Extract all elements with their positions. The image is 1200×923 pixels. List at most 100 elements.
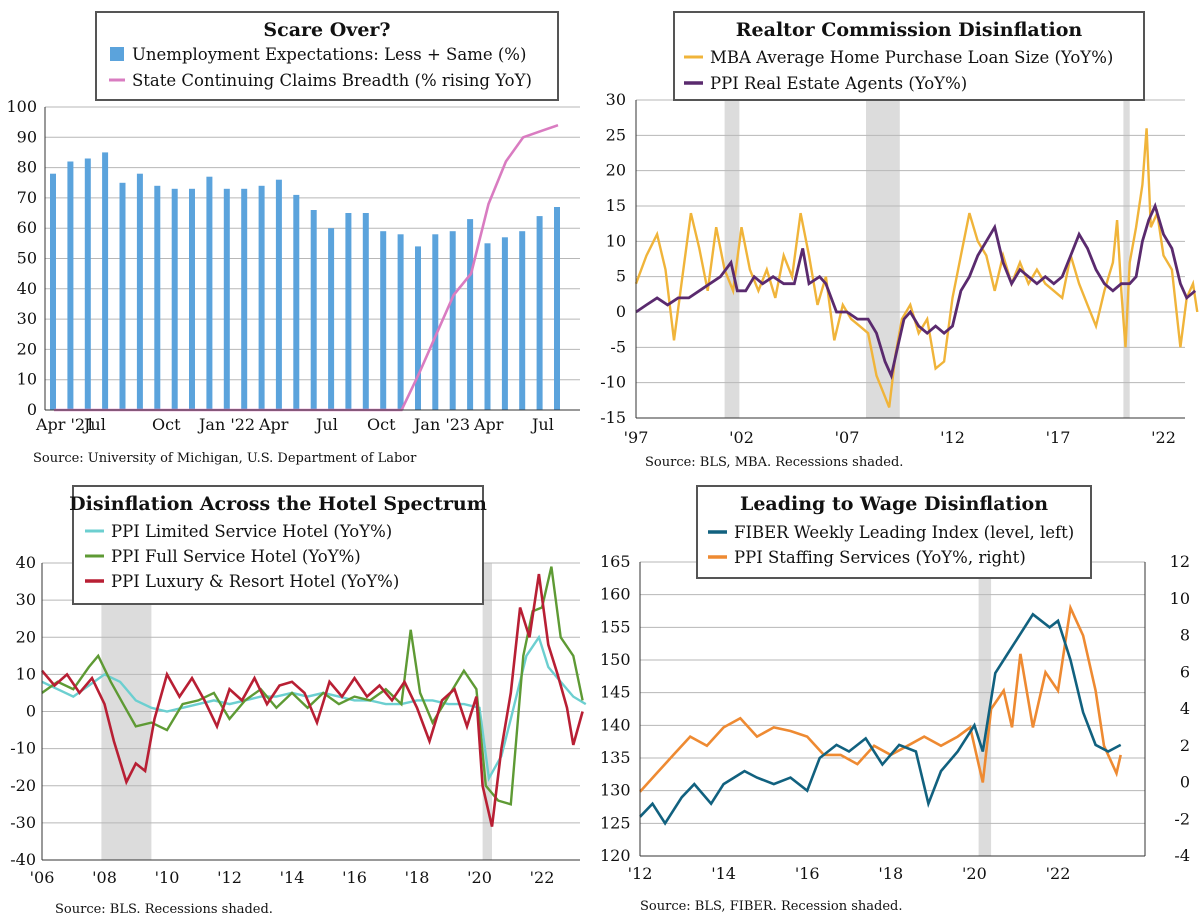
- p3-source: Source: BLS. Recessions shaded.: [55, 902, 273, 917]
- p1-x-tick-label: Jan '22: [197, 415, 255, 434]
- p1-y-tick-label: 100: [6, 97, 37, 116]
- p4-x-tick-label: '22: [1046, 864, 1071, 883]
- p2-legend-box: [673, 11, 1145, 101]
- p2-y-tick-label: 25: [606, 125, 626, 144]
- p2-y-tick-label: 20: [606, 161, 626, 180]
- p1-bar: [380, 231, 387, 410]
- p2-source: Source: BLS, MBA. Recessions shaded.: [645, 455, 903, 470]
- p4-legend-label-fiber: FIBER Weekly Leading Index (level, left): [734, 523, 1074, 542]
- p1-bar: [258, 185, 265, 410]
- p2-x-tick-label: '12: [940, 428, 965, 447]
- p3-y-tick-label: 0: [26, 702, 36, 721]
- p1-x-tick-label: Oct: [367, 415, 396, 434]
- p4-x-tick-label: '16: [795, 864, 820, 883]
- p1-bar: [275, 179, 282, 410]
- p1-bar: [189, 188, 195, 410]
- p1-x-tick-label: Jul: [530, 415, 554, 434]
- p3-y-tick-label: -20: [10, 776, 36, 795]
- p4-y-tick-label-right: 4: [1180, 699, 1190, 718]
- p1-bar: [415, 246, 421, 410]
- p2-y-tick-label: 30: [606, 90, 626, 109]
- p2-legend-label-mba: MBA Average Home Purchase Loan Size (YoY…: [710, 48, 1113, 67]
- p1-title: Scare Over?: [263, 19, 390, 41]
- p4-legend-box: [696, 485, 1092, 579]
- p4-y-tick-label-right: 10: [1170, 589, 1190, 608]
- p1-bar: [519, 231, 526, 410]
- p1-source: Source: University of Michigan, U.S. Dep…: [33, 451, 417, 466]
- p4-y-tick-label-right: -4: [1174, 846, 1190, 865]
- p1-bar: [432, 234, 439, 410]
- p2-ppi-real-estate-line: [635, 202, 1197, 381]
- p1-bar: [223, 188, 230, 410]
- p2-x-tick-label: '22: [1151, 428, 1176, 447]
- p4-y-tick-label-left: 165: [600, 552, 631, 571]
- p1-bar: [554, 207, 560, 410]
- p3-y-ticks: -40 -30 -20 -10 0 10 20 30 40: [10, 553, 36, 869]
- panel-hotel: -40 -30 -20 -10 0 10 20 30 40 '06 '08 '10 '12 '14 '16…: [10, 485, 587, 917]
- p4-y-tick-label-left: 120: [600, 846, 631, 865]
- p2-y-tick-label: 0: [616, 302, 626, 321]
- p2-y-tick-label: -10: [600, 373, 626, 392]
- p3-x-tick-label: '18: [405, 868, 430, 887]
- p3-y-tick-label: -30: [10, 813, 36, 832]
- p4-fiber-line: [639, 612, 1122, 826]
- p1-bar: [136, 173, 143, 410]
- p4-source: Source: BLS, FIBER. Recession shaded.: [640, 899, 903, 914]
- p1-bar: [449, 231, 456, 410]
- p1-bar: [345, 213, 352, 410]
- p1-y-tick-label: 20: [17, 339, 37, 358]
- p2-y-tick-label: 5: [616, 267, 626, 286]
- p2-recession-band: [1123, 100, 1130, 418]
- p3-y-tick-label: 30: [16, 590, 36, 609]
- p1-bar: [310, 210, 317, 410]
- p3-luxury-resort-line: [41, 573, 584, 827]
- p3-x-tick-label: '10: [155, 868, 180, 887]
- p3-x-tick-label: '14: [280, 868, 305, 887]
- p2-x-tick-label: '02: [729, 428, 754, 447]
- p3-y-tick-label: 20: [16, 627, 36, 646]
- p4-y-tick-label-right: 2: [1180, 736, 1190, 755]
- p2-x-tick-label: '17: [1046, 428, 1071, 447]
- p1-y-tick-label: 60: [17, 218, 37, 237]
- p4-y-ticks-right: -4 -2 0 2 4 6 8 10 12: [1170, 552, 1190, 865]
- p1-x-tick-label: Jan '23: [412, 415, 470, 434]
- p4-y-tick-label-left: 160: [600, 585, 631, 604]
- p1-x-tick-label: Apr: [258, 415, 289, 434]
- p2-legend-label-ppi: PPI Real Estate Agents (YoY%): [710, 74, 967, 93]
- panel-wage: 120 125 130 135 140 145 150 155 160 165 -4 -2 0 2 4 6 8…: [600, 485, 1190, 914]
- p1-y-tick-label: 50: [17, 249, 37, 268]
- p2-y-tick-label: 15: [606, 196, 626, 215]
- p1-x-tick-label: Apr '21: [35, 415, 95, 434]
- p2-mba-loan-size-line: [634, 128, 1199, 408]
- p1-bar: [241, 188, 248, 410]
- p4-x-tick-label: '14: [711, 864, 736, 883]
- p4-y-tick-label-right: -2: [1174, 809, 1190, 828]
- p1-bar: [397, 234, 404, 410]
- p3-legend-label-full: PPI Full Service Hotel (YoY%): [111, 547, 361, 566]
- p1-legend-label-line: State Continuing Claims Breadth (% risin…: [132, 71, 532, 90]
- p2-x-tick-label: '07: [835, 428, 860, 447]
- p3-y-tick-label: -40: [10, 850, 36, 869]
- p1-x-tick-label: Oct: [152, 415, 181, 434]
- p4-x-tick-label: '12: [628, 864, 653, 883]
- p2-gridlines: [636, 99, 1185, 419]
- p1-y-tick-label: 40: [17, 279, 37, 298]
- p4-y-tick-label-left: 135: [600, 748, 631, 767]
- p3-x-tick-label: '20: [467, 868, 492, 887]
- p4-x-tick-label: '20: [962, 864, 987, 883]
- p1-bar: [206, 176, 213, 410]
- p1-bar: [467, 219, 474, 410]
- p1-bar: [50, 173, 56, 410]
- p3-y-tick-label: 10: [16, 664, 36, 683]
- p4-y-tick-label-left: 130: [600, 781, 631, 800]
- p3-title: Disinflation Across the Hotel Spectrum: [69, 493, 487, 515]
- p3-full-service-line: [41, 566, 584, 806]
- p1-bar: [484, 243, 491, 410]
- p1-x-tick-label: Jul: [314, 415, 338, 434]
- p2-title: Realtor Commission Disinflation: [736, 19, 1083, 41]
- p1-bar: [84, 158, 91, 410]
